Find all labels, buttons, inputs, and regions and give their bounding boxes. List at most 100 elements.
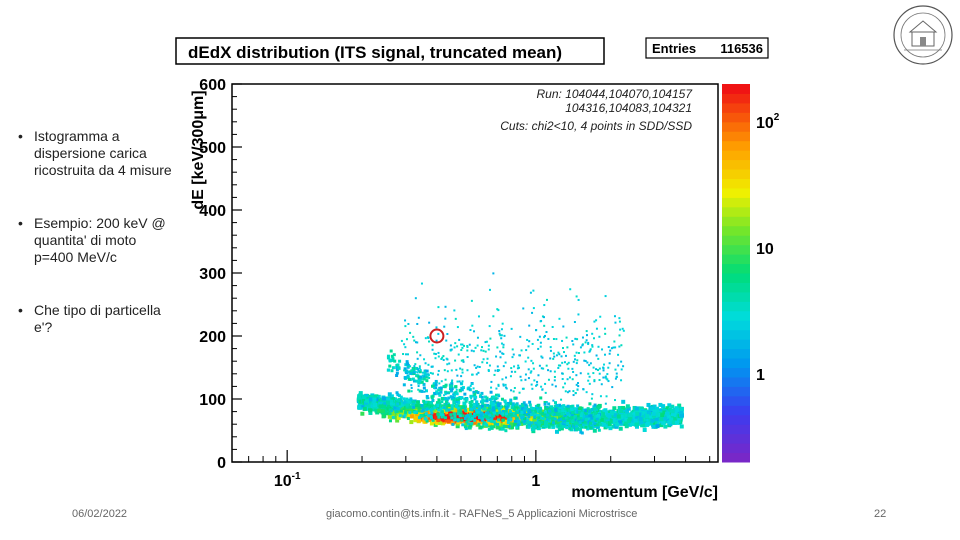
density-cell [665,406,670,411]
density-cell [502,365,505,368]
density-cell [577,406,582,411]
density-cell [511,404,515,408]
density-cell [513,386,516,389]
density-cell [517,364,520,367]
density-cell [548,416,552,420]
density-cell [610,410,615,415]
density-cell [500,397,504,401]
density-cell [539,345,542,348]
density-cell [677,403,682,408]
density-cell [466,344,469,347]
density-cell [507,424,511,428]
color-scale-cell [722,386,750,397]
density-cell [567,421,572,426]
density-cell [517,410,521,414]
density-cell [538,406,542,410]
density-cell [509,410,513,414]
density-cell [571,418,575,422]
density-cell [439,390,443,394]
density-cell [506,415,510,419]
density-cell [439,386,443,390]
density-cell [618,426,623,431]
density-cell [408,407,413,412]
density-cell [566,378,569,381]
density-cell [660,413,665,418]
density-cell [568,376,571,379]
density-cell [592,337,595,340]
density-cell [378,401,383,406]
density-cell [467,386,471,390]
density-cell [546,407,550,411]
density-cell [571,412,576,417]
density-cell [396,393,400,397]
density-cell [481,361,484,364]
density-cell [504,383,507,386]
density-cell [390,407,394,411]
density-cell [450,380,453,383]
density-cell [494,408,499,413]
density-cell [576,410,580,414]
density-cell [585,339,588,342]
density-cell [588,382,591,385]
density-cell [564,416,568,420]
density-cell [498,369,501,372]
density-cell [602,367,605,370]
density-cell [432,382,435,385]
density-cell [567,424,571,428]
density-cell [589,348,592,351]
color-scale-cell [722,102,750,113]
density-cell [493,411,497,415]
density-cell [431,398,435,402]
density-cell [479,407,484,412]
density-cell [475,366,478,369]
density-cell [458,411,462,415]
density-cell [596,425,600,429]
density-cell [572,343,575,346]
density-cell [418,380,422,384]
density-cell [391,397,395,401]
density-cell [557,364,560,367]
density-cell [492,420,496,424]
density-cell [362,406,367,411]
density-cell [567,367,570,370]
color-scale-cell [722,244,750,255]
density-cell [577,417,581,421]
density-cell [615,375,618,378]
density-cell [577,423,581,427]
density-cell [466,349,469,352]
density-cell [640,414,645,419]
x-tick-label: 10-1 [274,471,301,490]
density-cell [492,315,495,318]
density-cell [532,418,537,423]
density-cell [531,406,535,410]
density-cell [593,380,596,383]
density-cell [505,412,509,416]
density-cell [407,322,410,325]
color-scale-cell [722,254,750,265]
density-cell [461,414,465,418]
density-cell [437,332,440,335]
density-cell [457,353,460,356]
density-cell [367,399,372,404]
density-cell [437,392,441,396]
density-cell [519,375,522,378]
density-cell [499,334,502,337]
density-cell [433,419,438,424]
density-cell [385,400,390,405]
density-cell [443,369,446,372]
density-cell [672,414,677,419]
density-cell [417,369,420,372]
density-cell [574,358,577,361]
density-cell [587,341,590,344]
color-scale-cell [722,291,750,302]
density-cell [441,356,444,359]
density-cell [480,391,484,395]
density-cell [497,309,500,312]
density-cell [427,418,432,423]
density-cell [528,417,533,422]
color-scale-cell [722,452,750,463]
density-cell [589,426,593,430]
density-cell [402,383,406,387]
density-cell [628,412,633,417]
